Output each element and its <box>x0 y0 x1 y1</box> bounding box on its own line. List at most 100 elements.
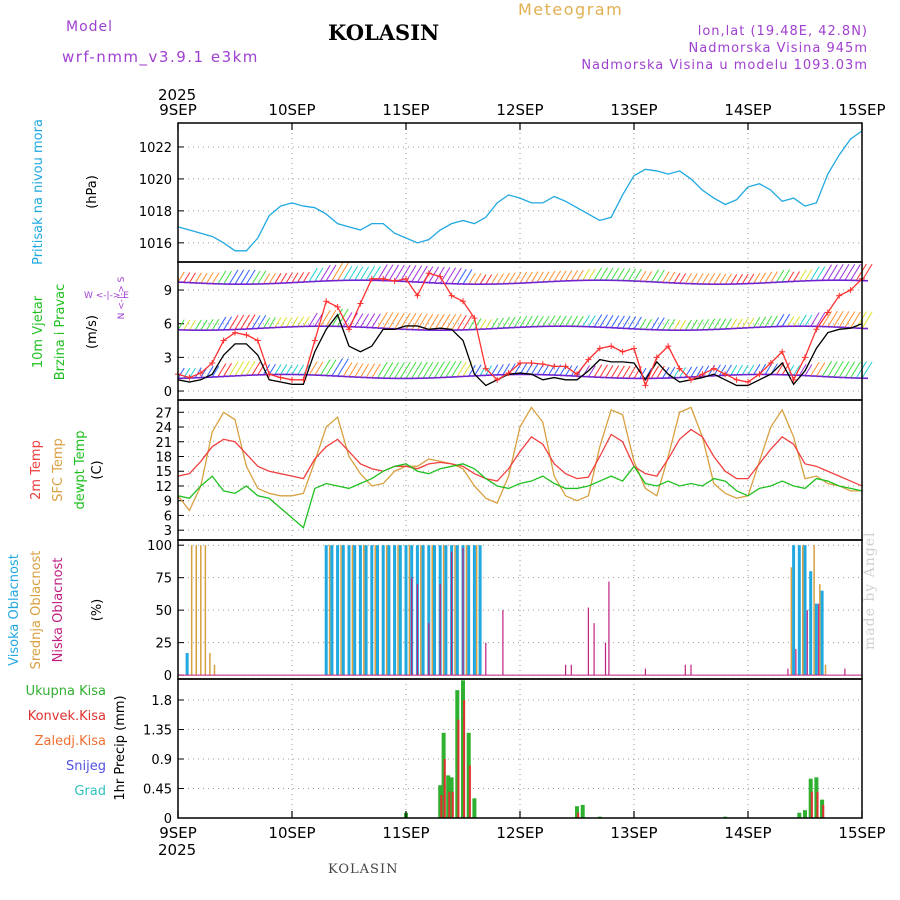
wind-barb <box>519 315 528 328</box>
wind-barb <box>850 361 861 379</box>
wind-barb <box>701 318 710 331</box>
mid-cloud-bar <box>819 584 821 676</box>
wind-barb <box>245 269 256 285</box>
wind-barb <box>622 268 631 281</box>
precip-conv-bar <box>457 719 460 818</box>
precip-total-bar <box>814 777 819 818</box>
wind-barb <box>382 312 394 329</box>
low-cloud-bar <box>844 668 846 676</box>
wind-barb <box>861 263 873 281</box>
y-tick-label: 25 <box>155 637 172 652</box>
high-cloud-bar <box>792 545 796 676</box>
wind-barb <box>565 315 573 327</box>
wind-barb <box>815 266 826 281</box>
wind-barb <box>365 363 376 378</box>
wind-barb <box>553 270 562 282</box>
wind-barb <box>365 265 376 281</box>
wind-barb <box>810 361 820 377</box>
wind-barb <box>804 364 813 377</box>
wind-barb <box>314 361 324 376</box>
wind-barb <box>297 316 305 327</box>
precip-total-bar <box>820 799 825 818</box>
wind-barb <box>359 266 370 281</box>
wind-barb <box>183 319 191 331</box>
y-tick-label: 100 <box>147 539 172 554</box>
high-cloud-bar <box>364 545 368 676</box>
high-cloud-bar <box>797 545 801 676</box>
y-tick-label: 75 <box>155 572 172 587</box>
wind-barb <box>536 271 544 283</box>
wind-barb <box>605 315 614 328</box>
wind-barb <box>662 318 670 331</box>
wind-barb <box>559 315 567 327</box>
wind-barb <box>833 361 844 378</box>
wind-barb <box>679 273 687 284</box>
low-cloud-bar <box>502 610 504 676</box>
wind-barb <box>690 366 698 378</box>
wind-barb <box>337 358 349 377</box>
precip-total-bar <box>441 732 446 818</box>
x-label-bottom: 14SEP <box>724 824 771 842</box>
wind-barb <box>485 318 493 330</box>
wind-barb <box>228 269 239 285</box>
wind-barb <box>320 264 331 282</box>
x-label-top: 13SEP <box>610 101 657 119</box>
y-tick-label: 1016 <box>139 237 172 252</box>
wind-barb <box>473 318 482 330</box>
wind-barb <box>382 264 394 281</box>
wind-barb <box>667 271 676 284</box>
y-tick-label: 9 <box>164 495 172 510</box>
wind-barb <box>462 314 473 331</box>
wind-barb <box>245 360 256 376</box>
wind-barb <box>838 264 850 281</box>
wind-barb <box>565 270 573 282</box>
wind-barb <box>405 361 417 379</box>
wind-barb <box>194 319 202 331</box>
wind-barb <box>217 270 227 285</box>
wind-barb <box>513 272 522 284</box>
low-cloud-bar <box>787 668 789 676</box>
wind-barb <box>656 269 665 283</box>
wind-barb <box>650 317 660 331</box>
wind-barb <box>445 360 457 378</box>
wind-barb <box>565 365 573 376</box>
wind-barb <box>228 361 239 377</box>
mid-cloud-bar <box>200 545 202 676</box>
wind-barb <box>411 265 423 283</box>
cloud-unit: (%) <box>90 599 105 622</box>
wind-barb <box>348 265 359 281</box>
wind-barb <box>650 365 660 379</box>
wind-barb <box>428 313 439 331</box>
wind-barb <box>776 314 785 327</box>
wind-barb <box>821 360 833 377</box>
wind-barb <box>770 315 778 327</box>
wind-barb <box>639 318 647 330</box>
high-cloud-bar <box>376 545 379 676</box>
wind-barb <box>639 367 647 379</box>
wind-barb <box>291 364 299 375</box>
low-cloud-bar <box>604 642 607 676</box>
x-label-bottom: 10SEP <box>268 824 315 842</box>
high-cloud-bar <box>478 545 482 676</box>
wind-barb <box>451 313 462 331</box>
wind-barb <box>365 313 376 328</box>
wind-barb <box>257 314 267 329</box>
wind-barb <box>570 315 578 327</box>
wind-barb <box>753 316 761 328</box>
wind-barbs <box>177 262 873 380</box>
high-cloud-bar <box>387 545 391 676</box>
y-tick-label: 6 <box>164 509 172 524</box>
wind-barb <box>850 264 861 281</box>
x-label-bottom: 13SEP <box>610 824 657 842</box>
wind-barb <box>798 363 807 376</box>
wind-barb <box>553 315 562 327</box>
y-tick-label: 15 <box>155 465 172 480</box>
cloud-ylabel-low: Niska Oblacnost <box>51 558 66 663</box>
wind-barb <box>582 268 591 281</box>
precip-ylabel: 1hr Precip (mm) <box>113 695 128 800</box>
wind-barb <box>291 316 299 327</box>
wind-barb <box>684 273 692 284</box>
mid-cloud-bar <box>213 664 216 676</box>
wind-barb <box>570 365 578 377</box>
y-tick-label: 21 <box>155 436 172 451</box>
